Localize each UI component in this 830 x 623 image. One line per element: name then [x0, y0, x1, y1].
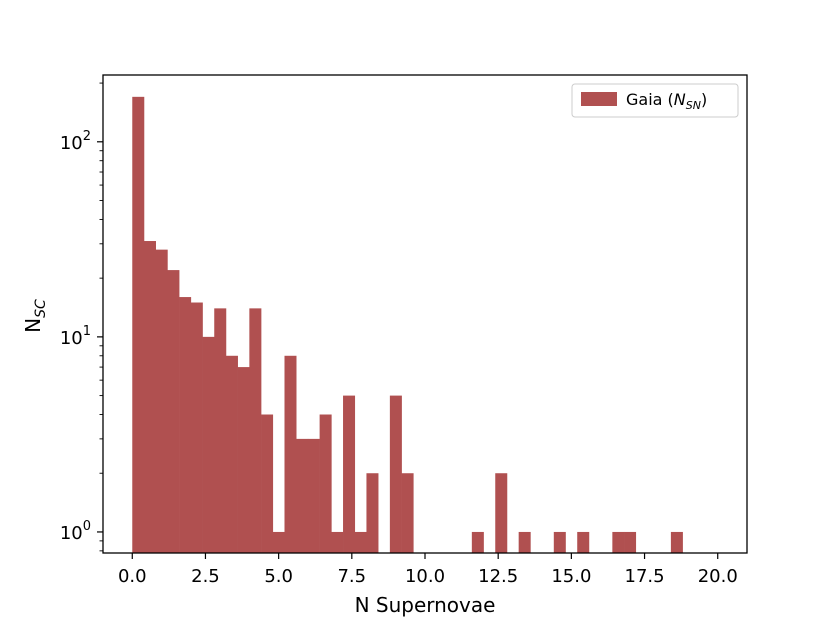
x-tick-label: 12.5: [478, 566, 518, 587]
x-tick-label: 17.5: [625, 566, 665, 587]
histogram-bar: [179, 297, 192, 553]
histogram-bar: [343, 395, 356, 553]
x-tick-label: 2.5: [191, 566, 220, 587]
legend-swatch: [581, 92, 617, 106]
histogram-bar: [143, 241, 156, 553]
histogram-bar: [612, 531, 625, 553]
histogram-bar: [319, 414, 332, 553]
histogram-bar: [167, 270, 180, 553]
x-axis-label: N Supernovae: [355, 593, 496, 617]
x-tick-label: 7.5: [337, 566, 366, 587]
histogram-bar: [225, 355, 238, 553]
legend: Gaia (NSN): [571, 83, 739, 118]
histogram-bar: [577, 531, 590, 553]
x-tick-label: 10.0: [405, 566, 445, 587]
legend-label: Gaia (NSN): [626, 90, 707, 112]
histogram-bar: [366, 473, 379, 553]
histogram-bar: [553, 531, 566, 553]
histogram-bar: [624, 531, 637, 553]
svg-text:NSC: NSC: [21, 299, 49, 333]
histogram-bar: [331, 531, 344, 553]
histogram-bar: [132, 96, 145, 553]
histogram-bar: [237, 367, 250, 553]
histogram-bar: [307, 438, 320, 553]
histogram-bar: [284, 355, 297, 553]
x-tick-label: 15.0: [551, 566, 591, 587]
histogram-bar: [354, 531, 367, 553]
x-tick-label: 5.0: [264, 566, 293, 587]
histogram-bar: [155, 249, 168, 553]
histogram-bar: [296, 438, 309, 553]
histogram-bar: [471, 531, 484, 553]
histogram-bar: [670, 531, 683, 553]
histogram-bar: [249, 308, 262, 553]
y-tick-label: 102: [60, 129, 91, 154]
y-ticks: 100 101 102: [60, 82, 103, 552]
histogram-bar: [389, 395, 402, 553]
x-tick-label: 20.0: [698, 566, 738, 587]
histogram-bar: [495, 473, 508, 553]
histogram-bar: [261, 414, 274, 553]
histogram-bar: [214, 308, 227, 553]
histogram-bar: [190, 302, 203, 553]
y-axis-label: NSC: [21, 299, 49, 333]
histogram-bar: [518, 531, 531, 553]
histogram-bar: [401, 473, 414, 553]
bars-group: [132, 96, 683, 553]
histogram-bar: [272, 531, 285, 553]
y-tick-label: 100: [60, 519, 91, 544]
y-tick-label: 101: [60, 324, 91, 349]
x-ticks: 0.0 2.5 5.0 7.5 10.0 12.5 15.0 17.5 20.0: [118, 553, 738, 587]
x-tick-label: 0.0: [118, 566, 147, 587]
plot-frame: [102, 74, 748, 554]
histogram-bar: [202, 336, 215, 553]
